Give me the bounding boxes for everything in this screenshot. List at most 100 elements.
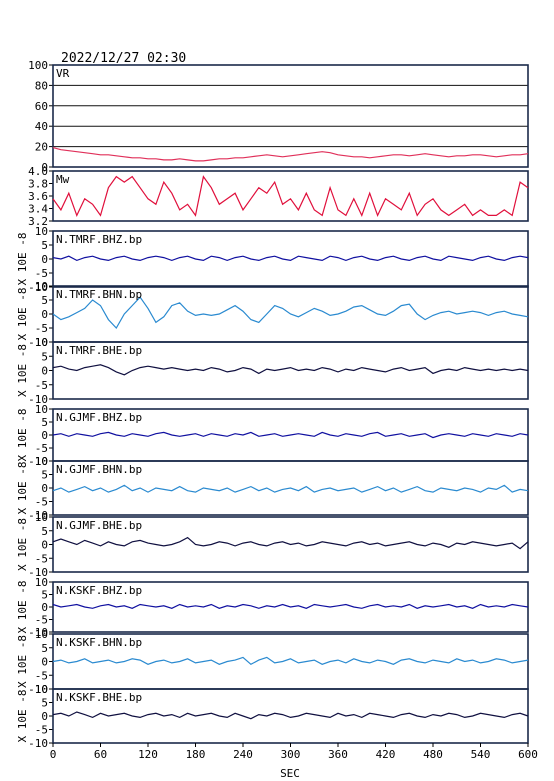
y-tick-label: 80 — [35, 79, 48, 92]
x-tick-label: 180 — [186, 748, 206, 761]
x-tick-label: 120 — [138, 748, 158, 761]
y-axis-label: X 10E -8 — [16, 690, 29, 743]
panel-frame — [52, 170, 529, 222]
series-line — [52, 431, 529, 439]
y-axis-label: X 10E -8 — [16, 288, 29, 341]
y-tick-label: 10 — [35, 576, 48, 589]
y-tick-label: 5 — [41, 697, 48, 710]
y-tick-label: -5 — [35, 322, 48, 335]
y-tick-label: 20 — [35, 141, 48, 154]
y-tick-label: -10 — [28, 336, 48, 349]
series-line — [52, 711, 529, 720]
x-tick-label: 240 — [233, 748, 253, 761]
y-tick-label: -5 — [35, 267, 48, 280]
x-axis-label: SEC — [280, 767, 300, 780]
y-tick-label: 5 — [41, 469, 48, 482]
y-axis-label: X 10E -8 — [16, 581, 29, 634]
x-tick-label: 600 — [518, 748, 538, 761]
y-tick-label: 0 — [41, 656, 48, 669]
y-tick-label: 5 — [41, 589, 48, 602]
panel-label: N.GJMF.BHN.bp — [56, 463, 142, 476]
y-tick-label: 0 — [41, 710, 48, 723]
y-tick-label: -10 — [28, 281, 48, 294]
x-tick-label: 60 — [94, 748, 107, 761]
y-axis-label: X 10E -8 — [16, 344, 29, 397]
figure-title: 2022/12/27 02:30 — [61, 51, 186, 66]
panel-label: N.TMRF.BHN.bp — [56, 288, 142, 301]
y-tick-label: 3.2 — [28, 215, 48, 228]
y-tick-label: -10 — [28, 566, 48, 579]
x-tick-label: 0 — [50, 748, 57, 761]
panel-vr: 100 80 60 40 20 0 VR — [28, 59, 529, 174]
series-line — [52, 296, 529, 330]
y-tick-label: -5 — [35, 724, 48, 737]
panel-label: VR — [56, 67, 70, 80]
y-tick-label: 3.8 — [28, 178, 48, 191]
y-tick-label: 0 — [41, 365, 48, 378]
y-tick-label: 10 — [35, 683, 48, 696]
y-tick-label: 3.4 — [28, 203, 48, 216]
y-tick-label: 5 — [41, 525, 48, 538]
panel-frame — [52, 516, 529, 573]
y-tick-label: 5 — [41, 294, 48, 307]
y-tick-label: 0 — [41, 601, 48, 614]
y-axis-label: X 10E -8 — [16, 462, 29, 515]
panel-frame — [52, 64, 529, 168]
y-tick-label: 5 — [41, 239, 48, 252]
series-line — [52, 147, 529, 162]
y-tick-label: -5 — [35, 496, 48, 509]
panel-label: N.GJMF.BHZ.bp — [56, 411, 142, 424]
y-tick-label: 0 — [41, 539, 48, 552]
series-line — [52, 364, 529, 376]
y-axis-label: X 10E -8 — [16, 635, 29, 688]
y-tick-label: 0 — [41, 253, 48, 266]
x-tick-label: 300 — [281, 748, 301, 761]
y-tick-label: -5 — [35, 669, 48, 682]
y-tick-label: 10 — [35, 511, 48, 524]
y-tick-label: 0 — [41, 161, 48, 174]
panel-label: N.GJMF.BHE.bp — [56, 519, 142, 532]
x-axis: 0 60 120 180 240 300 360 420 480 540 600 — [50, 743, 538, 761]
y-tick-label: 10 — [35, 628, 48, 641]
x-tick-label: 420 — [376, 748, 396, 761]
y-tick-label: -10 — [28, 509, 48, 522]
y-tick-label: -10 — [28, 683, 48, 696]
y-tick-label: -10 — [28, 626, 48, 639]
y-tick-label: -5 — [35, 614, 48, 627]
y-tick-label: -5 — [35, 379, 48, 392]
series-line — [52, 255, 529, 262]
y-tick-label: 10 — [35, 403, 48, 416]
series-line — [52, 484, 529, 493]
y-tick-label: 60 — [35, 100, 48, 113]
panel-label: N.KSKF.BHZ.bp — [56, 584, 142, 597]
panel-label: N.KSKF.BHN.bp — [56, 636, 142, 649]
y-tick-label: 40 — [35, 120, 48, 133]
panel-label: N.TMRF.BHZ.bp — [56, 233, 142, 246]
y-tick-label: 3.6 — [28, 190, 48, 203]
series-line — [52, 656, 529, 666]
x-tick-label: 540 — [471, 748, 491, 761]
panels-group: 100806040200VR4.03.83.63.43.2Mw1050-5-10… — [16, 59, 529, 750]
panel-label: N.TMRF.BHE.bp — [56, 344, 142, 357]
y-axis-label: X 10E -8 — [16, 233, 29, 286]
series-line — [52, 175, 529, 217]
x-tick-label: 480 — [423, 748, 443, 761]
panel-label: Mw — [56, 173, 70, 186]
y-tick-label: -5 — [35, 442, 48, 455]
y-tick-label: 10 — [35, 336, 48, 349]
y-tick-label: 10 — [35, 225, 48, 238]
y-tick-label: 0 — [41, 429, 48, 442]
panel-label: N.KSKF.BHE.bp — [56, 691, 142, 704]
y-tick-label: -10 — [28, 393, 48, 406]
series-line — [52, 603, 529, 609]
y-axis-label: X 10E -8 — [16, 518, 29, 571]
